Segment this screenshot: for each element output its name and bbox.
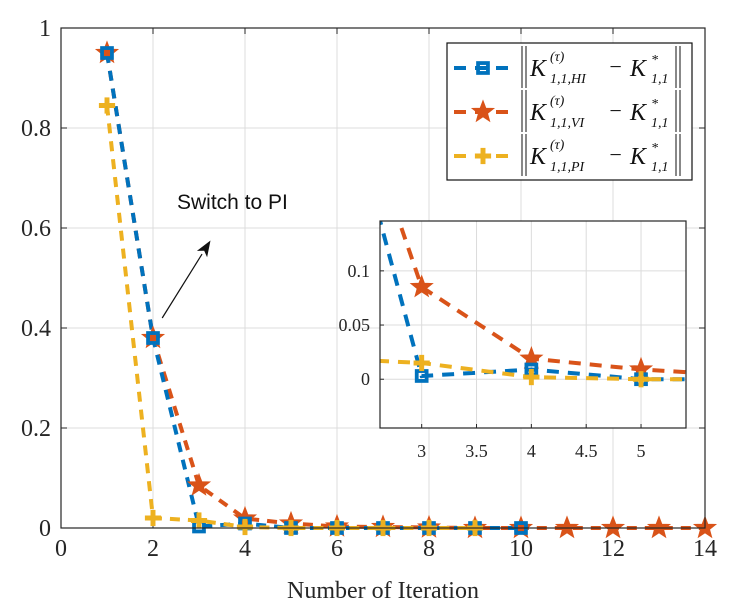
legend-Kstar: K xyxy=(629,100,648,126)
y-tick-label: 0.4 xyxy=(21,316,51,342)
inset-x-tick-label: 3 xyxy=(417,441,426,461)
inset-data-point-PI xyxy=(413,354,430,372)
data-point-PI xyxy=(144,509,162,527)
legend-subscript: 1,1,VI xyxy=(550,116,586,131)
data-point-HI xyxy=(146,331,160,345)
legend-Kstar: K xyxy=(629,144,648,170)
data-point-VI xyxy=(600,515,626,539)
inset-chart: 3 3.5 4 4.5 5 0 0.05 0.1 xyxy=(339,220,687,461)
y-tick-label: 0.6 xyxy=(21,216,51,242)
legend-star: * xyxy=(651,141,658,156)
x-axis-label: Number of Iteration xyxy=(287,578,479,604)
y-tick-label: 0 xyxy=(39,516,51,542)
x-tick-label: 10 xyxy=(509,536,533,562)
data-point-VI xyxy=(554,515,580,539)
x-tick-label: 6 xyxy=(331,536,343,562)
inset-axes-frame xyxy=(379,220,687,429)
x-tick-label: 4 xyxy=(239,536,251,562)
data-point-VI xyxy=(646,515,672,539)
inset-y-tick-label: 0.05 xyxy=(339,315,371,335)
inset-data-point-VI xyxy=(409,274,434,298)
legend-Kstar-sub: 1,1 xyxy=(651,72,669,87)
inset-data-point-PI xyxy=(632,371,650,388)
x-tick-label: 8 xyxy=(423,536,435,562)
data-point-PI xyxy=(190,512,208,529)
main-axes-frame xyxy=(60,27,706,529)
inset-series-line-VI xyxy=(396,221,686,375)
legend-marker xyxy=(476,61,490,75)
legend-minus: − xyxy=(608,54,623,79)
legend-star: * xyxy=(651,97,658,112)
legend-superscript: (τ) xyxy=(550,138,565,153)
legend-subscript: 1,1,HI xyxy=(550,72,587,87)
y-tick-label: 0.2 xyxy=(21,416,51,442)
legend-entry-HI: K (τ)1,1,HI− K *1,1 xyxy=(454,46,681,88)
legend-entry-PI: K (τ)1,1,PI− K *1,1 xyxy=(454,134,681,176)
legend-star: * xyxy=(651,53,658,68)
legend-Kstar-sub: 1,1 xyxy=(651,116,669,131)
inset-ticks: 3 3.5 4 4.5 5 0 0.05 0.1 xyxy=(339,261,646,461)
inset-background xyxy=(380,221,686,428)
inset-x-tick-label: 4.5 xyxy=(575,441,598,461)
annotation: Switch to PI xyxy=(161,191,288,319)
legend-Kstar: K xyxy=(629,56,648,82)
legend: K (τ)1,1,HI− K *1,1K (τ)1,1,VI− K *1,1K (τ)1,1,… xyxy=(446,42,693,181)
legend-marker xyxy=(474,147,492,165)
main-ticks: 0 2 4 6 8 10 12 14 0 0.2 0.4 0.6 0.8 1 xyxy=(21,16,717,562)
data-point-VI xyxy=(186,472,212,496)
legend-superscript: (τ) xyxy=(550,94,565,109)
annotation-arrowhead xyxy=(196,240,211,258)
legend-entry-VI: K (τ)1,1,VI− K *1,1 xyxy=(454,90,681,132)
inset-y-tick-label: 0 xyxy=(361,369,370,389)
legend-marker xyxy=(470,99,496,123)
legend-minus: − xyxy=(608,98,623,123)
x-tick-label: 0 xyxy=(55,536,67,562)
y-tick-label: 1 xyxy=(39,16,51,42)
x-tick-label: 2 xyxy=(147,536,159,562)
legend-superscript: (τ) xyxy=(550,50,565,65)
inset-data-point-PI xyxy=(523,368,540,386)
legend-K: K xyxy=(529,56,548,82)
annotation-arrow xyxy=(161,253,203,319)
legend-K: K xyxy=(529,100,548,126)
inset-series xyxy=(380,221,686,388)
legend-K: K xyxy=(529,144,548,170)
x-tick-label: 12 xyxy=(601,536,625,562)
annotation-text: Switch to PI xyxy=(177,191,288,214)
data-point-PI xyxy=(98,97,116,114)
data-point-PI xyxy=(236,518,254,536)
inset-x-tick-label: 4 xyxy=(527,441,536,461)
inset-x-tick-label: 3.5 xyxy=(465,441,488,461)
inset-y-tick-label: 0.1 xyxy=(348,261,371,281)
legend-minus: − xyxy=(608,142,623,167)
legend-subscript: 1,1,PI xyxy=(550,160,586,175)
data-point-HI xyxy=(100,46,114,60)
y-tick-label: 0.8 xyxy=(21,116,51,142)
series-line-VI xyxy=(105,52,705,530)
legend-Kstar-sub: 1,1 xyxy=(651,160,669,175)
inset-x-tick-label: 5 xyxy=(637,441,646,461)
x-tick-label: 14 xyxy=(693,536,717,562)
